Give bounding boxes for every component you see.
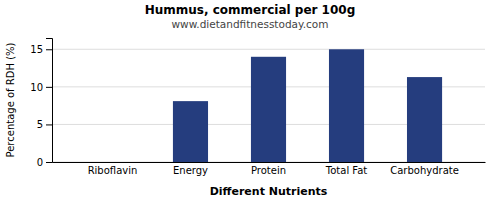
x-tick: Protein xyxy=(251,165,286,176)
y-tick-label: 5 xyxy=(37,119,43,130)
x-axis-title: Different Nutrients xyxy=(210,185,328,198)
grid xyxy=(52,49,485,162)
y-tick-mark xyxy=(46,87,52,88)
grid-line xyxy=(52,49,485,50)
y-tick-mark xyxy=(46,162,52,163)
y-tick-mark xyxy=(46,49,52,50)
bar xyxy=(329,49,364,162)
subtitle: www.dietandfitnesstoday.com xyxy=(172,18,329,30)
bar xyxy=(251,57,286,162)
x-tick-label: Total Fat xyxy=(325,165,367,176)
x-tick: Riboflavin xyxy=(88,165,138,176)
x-tick-label: Protein xyxy=(251,165,286,176)
bar xyxy=(95,162,130,163)
x-tick-label: Carbohydrate xyxy=(390,165,459,176)
y-tick: 5 xyxy=(37,119,52,130)
x-tick: Total Fat xyxy=(325,165,367,176)
x-tick: Energy xyxy=(173,165,208,176)
title: Hummus, commercial per 100g xyxy=(145,3,356,17)
y-tick: 0 xyxy=(37,157,52,168)
x-tick-label: Energy xyxy=(173,165,208,176)
x-axis-line xyxy=(53,162,486,163)
y-tick-label: 0 xyxy=(37,157,43,168)
bar xyxy=(407,77,442,162)
y-axis-line xyxy=(46,39,53,163)
x-tick: Carbohydrate xyxy=(390,165,459,176)
bars xyxy=(173,49,442,162)
y-axis-title: Percentage of RDH (%) xyxy=(5,42,16,157)
x-axis: Riboflavin Energy Protein Total Fat Carbohyd… xyxy=(53,163,486,177)
chart: Riboflavin Energy Protein Total Fat Carbohyd… xyxy=(0,0,500,200)
bar xyxy=(173,101,208,162)
y-tick-label: 15 xyxy=(30,44,43,55)
y-axis: 0 5 10 15 xyxy=(30,39,52,168)
y-tick-label: 10 xyxy=(30,82,43,93)
y-tick: 10 xyxy=(30,82,52,93)
y-tick: 15 xyxy=(30,44,52,55)
y-tick-mark xyxy=(46,124,52,125)
x-tick-label: Riboflavin xyxy=(88,165,138,176)
